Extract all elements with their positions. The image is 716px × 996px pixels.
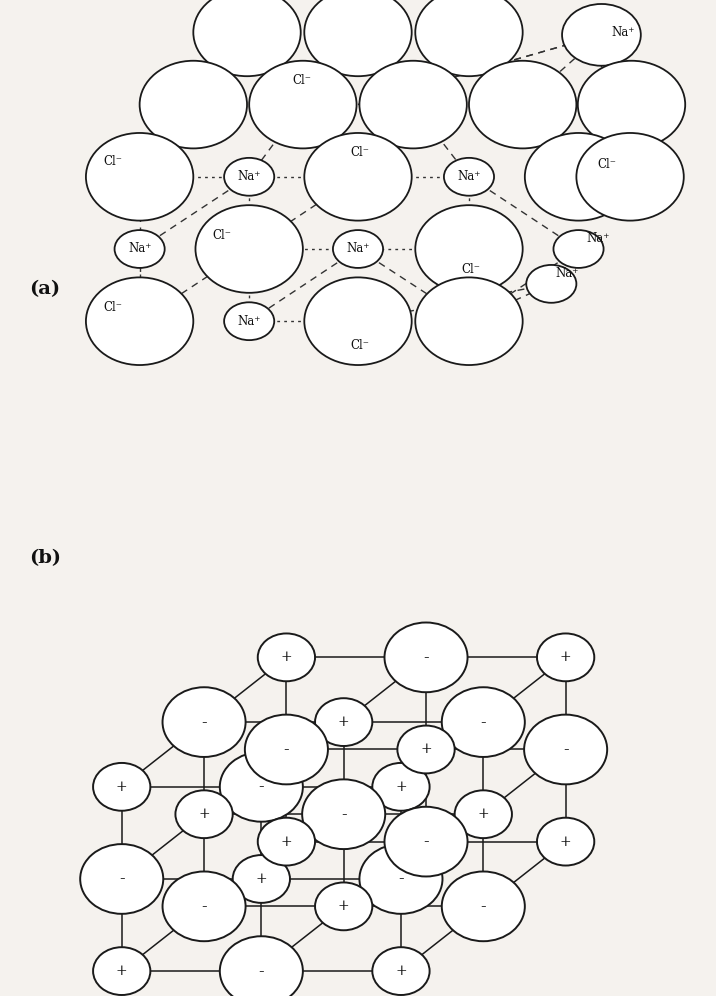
Ellipse shape bbox=[115, 230, 165, 268]
Ellipse shape bbox=[333, 230, 383, 268]
Ellipse shape bbox=[415, 205, 523, 293]
Text: -: - bbox=[480, 897, 486, 915]
Ellipse shape bbox=[415, 0, 523, 76]
Ellipse shape bbox=[220, 936, 303, 996]
Text: Na⁺: Na⁺ bbox=[587, 231, 610, 245]
Text: -: - bbox=[258, 778, 264, 796]
Ellipse shape bbox=[93, 763, 150, 811]
Text: -: - bbox=[341, 806, 347, 823]
Ellipse shape bbox=[384, 622, 468, 692]
Text: +: + bbox=[116, 780, 127, 794]
Ellipse shape bbox=[304, 278, 412, 365]
Ellipse shape bbox=[397, 725, 455, 773]
Ellipse shape bbox=[562, 4, 641, 66]
Ellipse shape bbox=[175, 791, 233, 839]
Text: -: - bbox=[201, 713, 207, 731]
Text: Na⁺: Na⁺ bbox=[238, 170, 261, 183]
Text: Cl⁻: Cl⁻ bbox=[461, 263, 480, 277]
Ellipse shape bbox=[415, 278, 523, 365]
Ellipse shape bbox=[258, 818, 315, 866]
Text: Na⁺: Na⁺ bbox=[556, 267, 579, 281]
Text: -: - bbox=[423, 833, 429, 851]
Text: -: - bbox=[563, 741, 569, 758]
Text: +: + bbox=[395, 964, 407, 978]
Text: Na⁺: Na⁺ bbox=[611, 26, 634, 39]
Ellipse shape bbox=[224, 303, 274, 341]
Ellipse shape bbox=[553, 230, 604, 268]
Text: +: + bbox=[420, 742, 432, 757]
Ellipse shape bbox=[249, 61, 357, 148]
Text: Cl⁻: Cl⁻ bbox=[598, 157, 616, 171]
Ellipse shape bbox=[576, 133, 684, 221]
Ellipse shape bbox=[315, 882, 372, 930]
Ellipse shape bbox=[537, 818, 594, 866]
Ellipse shape bbox=[315, 698, 372, 746]
Ellipse shape bbox=[372, 763, 430, 811]
Ellipse shape bbox=[384, 807, 468, 876]
Ellipse shape bbox=[442, 687, 525, 757]
Text: Na⁺: Na⁺ bbox=[458, 170, 480, 183]
Ellipse shape bbox=[372, 947, 430, 995]
Ellipse shape bbox=[245, 715, 328, 785]
Ellipse shape bbox=[537, 633, 594, 681]
Text: +: + bbox=[560, 835, 571, 849]
Ellipse shape bbox=[526, 265, 576, 303]
Text: -: - bbox=[284, 741, 289, 758]
Ellipse shape bbox=[163, 872, 246, 941]
Ellipse shape bbox=[86, 278, 193, 365]
Text: Cl⁻: Cl⁻ bbox=[292, 74, 311, 88]
Ellipse shape bbox=[193, 0, 301, 76]
Text: +: + bbox=[256, 872, 267, 886]
Text: +: + bbox=[281, 835, 292, 849]
Ellipse shape bbox=[469, 61, 576, 148]
Ellipse shape bbox=[302, 779, 385, 849]
Ellipse shape bbox=[80, 845, 163, 914]
Text: +: + bbox=[198, 807, 210, 822]
Text: Cl⁻: Cl⁻ bbox=[350, 146, 369, 159]
Text: (b): (b) bbox=[29, 549, 61, 567]
Ellipse shape bbox=[444, 158, 494, 195]
Text: -: - bbox=[201, 897, 207, 915]
Ellipse shape bbox=[455, 791, 512, 839]
Ellipse shape bbox=[86, 133, 193, 221]
Ellipse shape bbox=[442, 872, 525, 941]
Text: Na⁺: Na⁺ bbox=[128, 242, 151, 256]
Ellipse shape bbox=[304, 133, 412, 221]
Text: +: + bbox=[560, 650, 571, 664]
Ellipse shape bbox=[304, 0, 412, 76]
Text: Na⁺: Na⁺ bbox=[347, 242, 369, 256]
Text: -: - bbox=[480, 713, 486, 731]
Ellipse shape bbox=[525, 133, 632, 221]
Text: +: + bbox=[281, 650, 292, 664]
Ellipse shape bbox=[163, 687, 246, 757]
Ellipse shape bbox=[258, 633, 315, 681]
Text: Cl⁻: Cl⁻ bbox=[350, 339, 369, 352]
Text: -: - bbox=[398, 871, 404, 887]
Text: (a): (a) bbox=[29, 280, 59, 298]
Text: +: + bbox=[478, 807, 489, 822]
Text: Cl⁻: Cl⁻ bbox=[103, 301, 122, 314]
Text: -: - bbox=[423, 648, 429, 666]
Text: Cl⁻: Cl⁻ bbox=[103, 155, 122, 168]
Text: +: + bbox=[395, 780, 407, 794]
Text: +: + bbox=[338, 715, 349, 729]
Text: +: + bbox=[338, 899, 349, 913]
Text: +: + bbox=[116, 964, 127, 978]
Ellipse shape bbox=[220, 752, 303, 822]
Text: Cl⁻: Cl⁻ bbox=[213, 228, 231, 242]
Ellipse shape bbox=[195, 205, 303, 293]
Ellipse shape bbox=[140, 61, 247, 148]
Text: -: - bbox=[119, 871, 125, 887]
Ellipse shape bbox=[524, 715, 607, 785]
Text: -: - bbox=[258, 962, 264, 980]
Ellipse shape bbox=[359, 61, 467, 148]
Ellipse shape bbox=[93, 947, 150, 995]
Text: Na⁺: Na⁺ bbox=[238, 315, 261, 328]
Ellipse shape bbox=[224, 158, 274, 195]
Ellipse shape bbox=[578, 61, 685, 148]
Ellipse shape bbox=[359, 845, 442, 914]
Ellipse shape bbox=[233, 855, 290, 902]
